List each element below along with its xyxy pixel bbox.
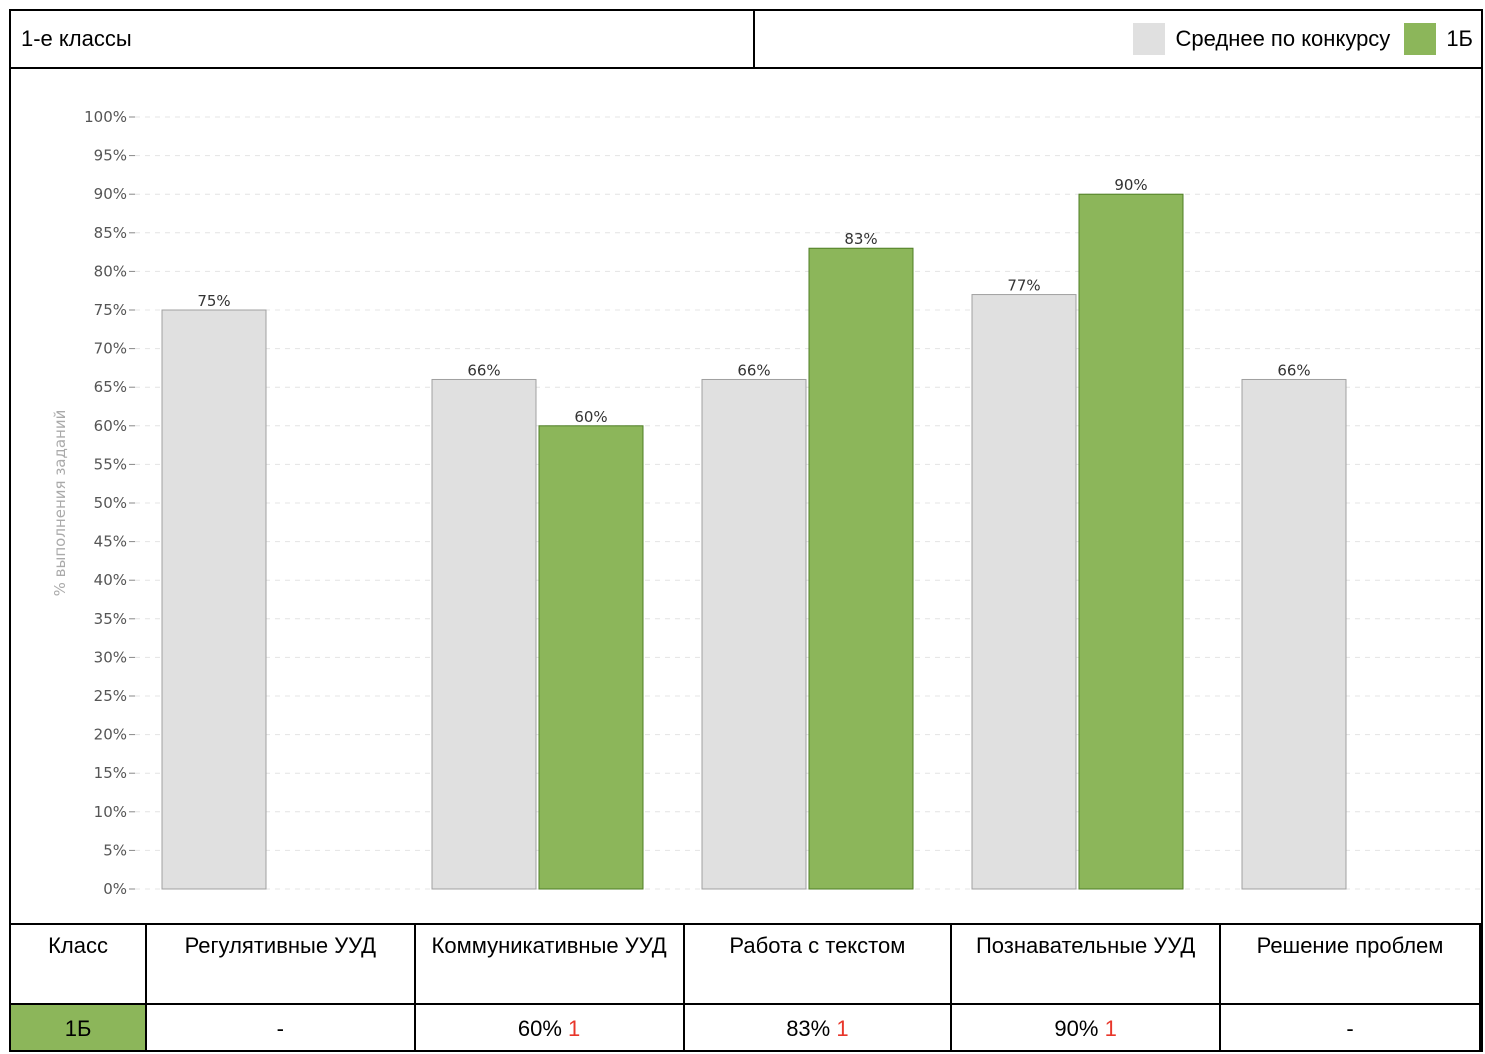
- bar: [971, 294, 1077, 890]
- legend-item-class: 1Б: [1404, 23, 1473, 55]
- legend-swatch-class: [1404, 23, 1437, 55]
- cell-value: -: [1346, 1016, 1354, 1041]
- cell-value: 83%: [786, 1016, 831, 1041]
- y-tick-label: 35%: [94, 610, 127, 628]
- table-cell: 83% 1: [682, 1003, 953, 1050]
- bar: [538, 425, 644, 890]
- table-cell: 60% 1: [413, 1003, 685, 1050]
- cell-value: -: [276, 1016, 284, 1041]
- table-header-cell: Регулятивные УУД: [145, 925, 416, 1005]
- bar-data-label: 83%: [844, 230, 877, 248]
- legend-item-average: Среднее по конкурсу: [1133, 23, 1390, 55]
- results-table: Класс Регулятивные УУД Коммуникативные У…: [11, 925, 1481, 1050]
- y-tick-label: 95%: [94, 147, 127, 165]
- bar: [701, 378, 807, 890]
- y-tick-label: 90%: [94, 185, 127, 203]
- y-tick-label: 85%: [94, 224, 127, 242]
- table-header-row: Класс Регулятивные УУД Коммуникативные У…: [11, 925, 1481, 1005]
- chart-legend: Среднее по конкурсу 1Б: [1119, 11, 1473, 67]
- cell-flag: 1: [568, 1016, 581, 1041]
- chart-area: 0% 5% 10% 15% 20% 25% 30% 35% 40% 45% 50% 55% 60% 65%…: [11, 69, 1481, 925]
- bar: [161, 309, 267, 890]
- y-tick-label: 60%: [94, 417, 127, 435]
- y-tick-label: 65%: [94, 378, 127, 396]
- bar-data-label: 77%: [1007, 277, 1040, 295]
- y-axis-title: % выполнения заданий: [51, 410, 69, 597]
- table-cell: -: [1219, 1003, 1481, 1050]
- y-tick-label: 5%: [103, 841, 127, 859]
- class-cell: 1Б: [11, 1003, 148, 1050]
- legend-label-average: Среднее по конкурсу: [1175, 26, 1391, 51]
- bar: [431, 378, 537, 890]
- bar-data-label: 90%: [1114, 176, 1147, 194]
- page-title: 1-е классы: [11, 11, 755, 67]
- y-tick-label: 25%: [94, 687, 127, 705]
- bar-data-label: 66%: [467, 361, 500, 379]
- cell-value: 60%: [517, 1016, 562, 1041]
- table-header-cell: Познавательные УУД: [950, 925, 1222, 1005]
- y-tick-label: 15%: [94, 764, 127, 782]
- table-cell: 90% 1: [950, 1003, 1222, 1050]
- report-header: 1-е классы Среднее по конкурсу 1Б: [11, 11, 1481, 69]
- bar-data-label: 66%: [1277, 361, 1310, 379]
- report-frame: 1-е классы Среднее по конкурсу 1Б 0% 5% 10…: [9, 9, 1483, 1052]
- y-tick-label: 50%: [94, 494, 127, 512]
- table-row: 1Б - 60% 1 83% 1 90% 1 -: [11, 1003, 1481, 1050]
- legend-label-class: 1Б: [1446, 26, 1473, 51]
- y-tick-label: 70%: [94, 340, 127, 358]
- legend-swatch-average: [1133, 23, 1166, 55]
- table-header-cell: Коммуникативные УУД: [413, 925, 685, 1005]
- bar: [1078, 193, 1184, 890]
- bar: [1241, 378, 1347, 890]
- table-header-cell: Класс: [11, 925, 148, 1005]
- table-cell: -: [145, 1003, 416, 1050]
- y-tick-label: 80%: [94, 262, 127, 280]
- y-tick-label: 75%: [94, 301, 127, 319]
- table-header-cell: Решение проблем: [1219, 925, 1481, 1005]
- bar: [808, 247, 914, 890]
- table-header-cell: Работа с текстом: [682, 925, 953, 1005]
- y-tick-label: 20%: [94, 726, 127, 744]
- cell-flag: 1: [1104, 1016, 1117, 1041]
- y-tick-label: 45%: [94, 533, 127, 551]
- y-tick-label: 10%: [94, 803, 127, 821]
- bar-chart: 0% 5% 10% 15% 20% 25% 30% 35% 40% 45% 50% 55% 60% 65%…: [51, 108, 1481, 898]
- y-tick-label: 40%: [94, 571, 127, 589]
- bar-data-label: 66%: [737, 361, 770, 379]
- bar-data-label: 60%: [574, 408, 607, 426]
- y-tick-label: 0%: [103, 880, 127, 898]
- cell-value: 90%: [1054, 1016, 1099, 1041]
- y-tick-label: 100%: [84, 108, 127, 126]
- bar-data-label: 75%: [197, 292, 230, 310]
- y-tick-label: 30%: [94, 648, 127, 666]
- cell-flag: 1: [836, 1016, 849, 1041]
- y-tick-label: 55%: [94, 455, 127, 473]
